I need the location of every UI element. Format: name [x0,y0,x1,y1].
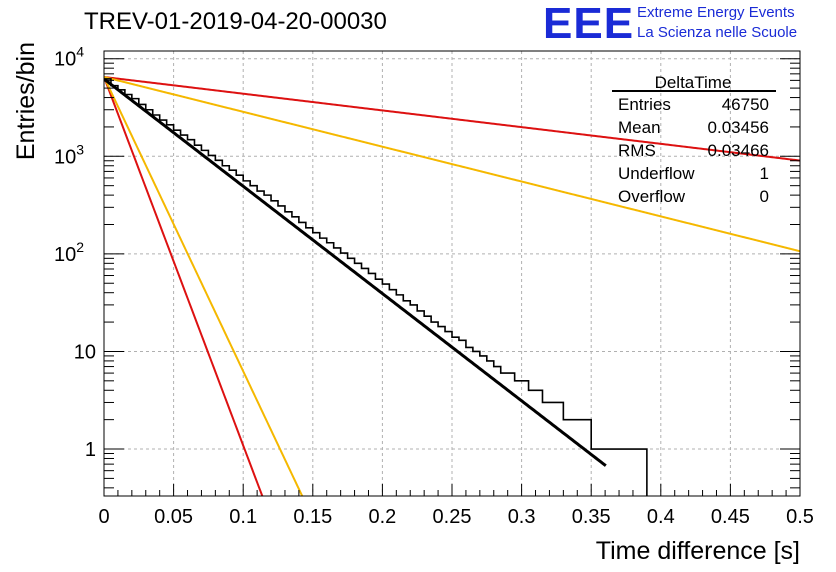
stats-row-value: 0.03456 [708,118,769,137]
x-tick-label: 0.3 [508,506,536,528]
stats-row-label: Mean [618,118,661,137]
y-tick-label: 10 [74,341,96,363]
stats-row-value: 0 [760,187,769,206]
logo-subtitle-1: Extreme Energy Events [637,4,795,21]
stats-row-value: 1 [760,164,769,183]
stats-row-value: 0.03466 [708,141,769,160]
x-tick-label: 0 [98,506,109,528]
grid [104,51,800,496]
x-tick-label: 0.5 [786,506,814,528]
stats-box: DeltaTime Entries 46750 Mean 0.03456 RMS 0.03… [612,73,776,206]
y-tick-label: 102 [54,239,84,266]
stats-row-label: Entries [618,95,671,114]
stats-box-name: DeltaTime [655,73,732,92]
y-tick-label: 103 [54,141,84,168]
logo-subtitle-2: La Scienza nelle Scuole [637,24,798,41]
reference-curve [104,76,264,496]
fit [104,78,607,467]
histogram [104,78,648,496]
x-tick-label: 0.1 [229,506,257,528]
plot-title: TREV-01-2019-04-20-00030 [84,8,387,35]
x-axis-title: Time difference [s] [596,537,800,565]
reference-curve [104,76,800,253]
x-tick-label: 0.05 [154,506,193,528]
x-tick-label: 0.2 [368,506,396,528]
y-tick-label: 1 [85,439,96,461]
x-tick-label: 0.4 [647,506,675,528]
y-axis-title: Entries/bin [12,42,40,160]
x-tick-label: 0.15 [293,506,332,528]
stats-row-value: 46750 [722,95,769,114]
stats-row-label: RMS [618,141,656,160]
eee-logo: EEE [543,0,635,48]
y-tick-label: 104 [54,44,84,71]
reference-curve [104,76,304,496]
x-tick-label: 0.35 [572,506,611,528]
stats-row-label: Overflow [618,187,686,206]
stats-row-label: Underflow [618,164,695,183]
x-tick-label: 0.45 [711,506,750,528]
curves [104,75,800,496]
fit-curve [104,78,607,467]
histogram-steps [104,78,648,496]
reference-curve [104,75,800,162]
x-tick-label: 0.25 [433,506,472,528]
axis-ticks: 0 0.05 0.1 0.15 0.2 0.25 0.3 0.35 0.4 0.45 0.51101… [54,44,814,528]
